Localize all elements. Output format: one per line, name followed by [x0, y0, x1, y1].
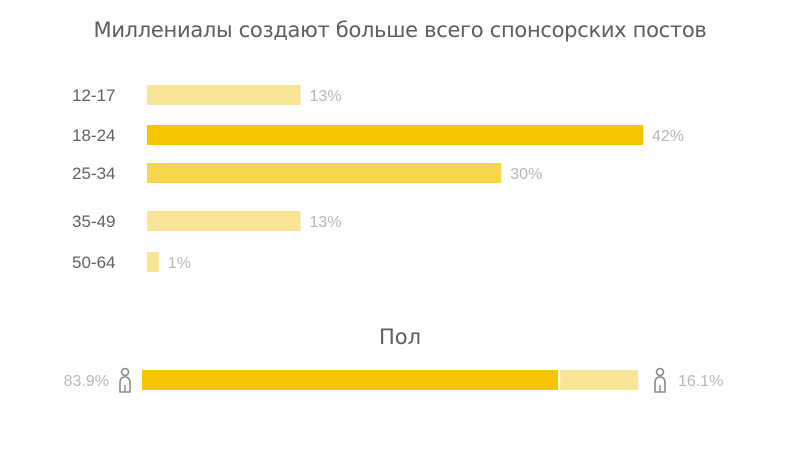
age-value-label: 13% — [310, 88, 342, 105]
age-value-label: 42% — [652, 128, 684, 145]
chart-title: Миллениалы создают больше всего спонсорс… — [93, 18, 707, 42]
age-bar — [147, 85, 301, 105]
age-value-label: 30% — [510, 166, 542, 183]
gender-bar — [142, 370, 559, 390]
age-value-label: 13% — [310, 214, 342, 231]
age-category-label: 35-49 — [72, 212, 115, 231]
gender-bar-chart: 83.9% 16.1% — [64, 367, 723, 393]
gender-bar — [560, 370, 638, 390]
person-icon — [119, 367, 131, 393]
person-icon — [654, 367, 666, 393]
age-category-label: 50-64 — [72, 253, 115, 272]
age-bar-chart: 12-17 13% 18-24 42% 25-34 30% 35-49 13% 50-64 1% — [72, 85, 684, 272]
gender-title: Пол — [378, 325, 422, 349]
age-category-label: 12-17 — [72, 86, 115, 105]
gender-value-label: 83.9% — [64, 373, 109, 390]
age-bar — [147, 163, 502, 183]
age-bar — [147, 125, 643, 145]
age-bar — [147, 211, 301, 231]
age-category-label: 25-34 — [72, 164, 115, 183]
age-bar — [147, 252, 159, 272]
age-category-label: 18-24 — [72, 126, 115, 145]
age-value-label: 1% — [168, 255, 191, 272]
gender-value-label: 16.1% — [678, 373, 723, 390]
